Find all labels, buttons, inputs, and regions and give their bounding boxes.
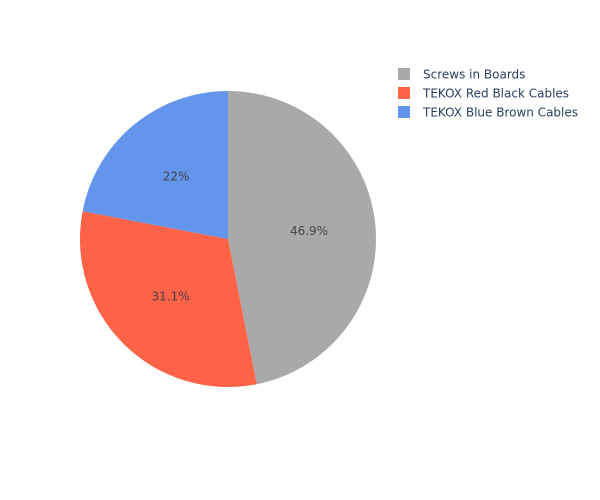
pie-slices	[80, 90, 376, 387]
legend-item[interactable]: Screws in Boards	[398, 68, 525, 82]
legend-label: TEKOX Blue Brown Cables	[422, 106, 578, 120]
pie-slice-tekox-red-black-cables[interactable]	[80, 211, 257, 387]
legend-item[interactable]: TEKOX Red Black Cables	[398, 87, 569, 101]
legend-label: TEKOX Red Black Cables	[422, 87, 569, 101]
legend[interactable]: Screws in Boards TEKOX Red Black Cables TE…	[398, 68, 578, 120]
pie-slice-screws-in-boards[interactable]	[228, 91, 376, 385]
pie-slice-label: 46.9%	[290, 224, 328, 238]
pie-slice-label: 31.1%	[152, 290, 190, 304]
legend-swatch	[398, 68, 410, 80]
legend-item[interactable]: TEKOX Blue Brown Cables	[398, 106, 578, 120]
legend-label: Screws in Boards	[423, 68, 525, 82]
pie-slice-label: 22%	[163, 169, 190, 183]
legend-swatch	[398, 106, 410, 118]
pie-slice-tekox-blue-brown-cables[interactable]	[82, 90, 228, 239]
legend-swatch	[398, 87, 410, 99]
pie-slice-labels: 46.9% 31.1% 22%	[152, 169, 329, 303]
